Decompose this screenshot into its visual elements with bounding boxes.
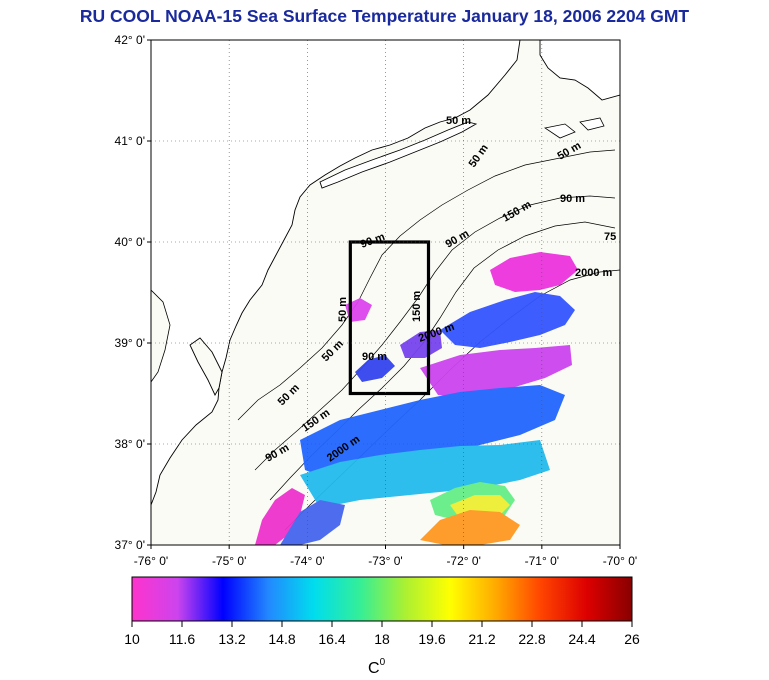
- delaware-bay: [189, 337, 223, 396]
- depth-label: 50 m: [446, 115, 471, 127]
- depth-label: 50 m: [337, 297, 349, 322]
- depth-label: 2000 m: [575, 267, 613, 279]
- chesapeake-bay: [151, 289, 171, 383]
- land-mass: [151, 40, 521, 506]
- cape-cod: [539, 40, 620, 101]
- colorbar-tick-label: 24.4: [568, 631, 595, 647]
- colorbar-unit-sup: 0: [380, 657, 386, 668]
- long-island: [319, 121, 478, 189]
- lat-tick-label: 41° 0': [115, 134, 145, 148]
- islands: [543, 117, 605, 139]
- study-box: [348, 240, 431, 396]
- colorbar-tick-label: 13.2: [218, 631, 245, 647]
- contour-90m: [254, 195, 616, 471]
- sst-patch-box-blue: [355, 355, 395, 382]
- lon-tick-label: -74° 0': [290, 554, 324, 568]
- lon-tick-label: -71° 0': [525, 554, 559, 568]
- sst-patch-box-purple: [400, 330, 442, 358]
- colorbar-unit: C0: [368, 657, 386, 677]
- sst-patch-south-magenta: [255, 488, 305, 545]
- grid-lines: [151, 40, 620, 545]
- sst-patch-cyan: [300, 440, 550, 508]
- sst-patch-south-blue: [280, 500, 345, 545]
- lat-tick-label: 40° 0': [115, 235, 145, 249]
- colorbar-tick-labels: 10 11.6 13.2 14.8 16.4 18 19.6 21.2 22.8 24.4 26: [124, 621, 640, 647]
- colorbar-tick-label: 26: [624, 631, 640, 647]
- lat-tick-labels: 37° 0' 38° 0' 39° 0' 40° 0' 41° 0' 42° 0': [115, 33, 151, 552]
- depth-label: 90 m: [560, 193, 585, 205]
- sst-patch-east-magenta: [490, 252, 578, 292]
- depth-label: 150 m: [411, 291, 423, 322]
- colorbar-tick-label: 11.6: [169, 631, 195, 647]
- lon-tick-labels: -76° 0' -75° 0' -74° 0' -73° 0' -72° 0' -71° …: [134, 545, 637, 568]
- sst-patch-east-blue: [440, 292, 575, 348]
- map-title: RU COOL NOAA-15 Sea Surface Temperature …: [79, 6, 690, 26]
- colorbar-tick-label: 10: [124, 631, 140, 647]
- colorbar-tick-label: 16.4: [318, 631, 345, 647]
- colorbar-tick-label: 21.2: [468, 631, 495, 647]
- lon-tick-label: -73° 0': [368, 554, 402, 568]
- colorbar-unit-base: C: [368, 660, 380, 677]
- depth-label: 90 m: [362, 351, 387, 363]
- lat-tick-label: 42° 0': [115, 33, 145, 47]
- lat-tick-label: 39° 0': [115, 336, 145, 350]
- colorbar-tick-label: 22.8: [518, 631, 545, 647]
- lat-tick-label: 37° 0': [115, 538, 145, 552]
- lon-tick-label: -75° 0': [212, 554, 246, 568]
- colorbar-tick-label: 14.8: [268, 631, 295, 647]
- lon-tick-label: -76° 0': [134, 554, 168, 568]
- colorbar-tick-label: 19.6: [418, 631, 445, 647]
- lat-tick-label: 38° 0': [115, 437, 145, 451]
- sst-data: [255, 252, 578, 545]
- depth-label: 75: [604, 231, 616, 243]
- colorbar-tick-label: 18: [374, 631, 390, 647]
- sst-patch-main-blue: [300, 385, 565, 480]
- sst-patch-orange: [420, 510, 520, 545]
- colorbar: [131, 576, 633, 622]
- lon-tick-label: -72° 0': [446, 554, 480, 568]
- sst-patch-mid-magenta: [420, 345, 572, 398]
- contour-50m: [237, 149, 616, 421]
- lon-tick-label: -70° 0': [603, 554, 637, 568]
